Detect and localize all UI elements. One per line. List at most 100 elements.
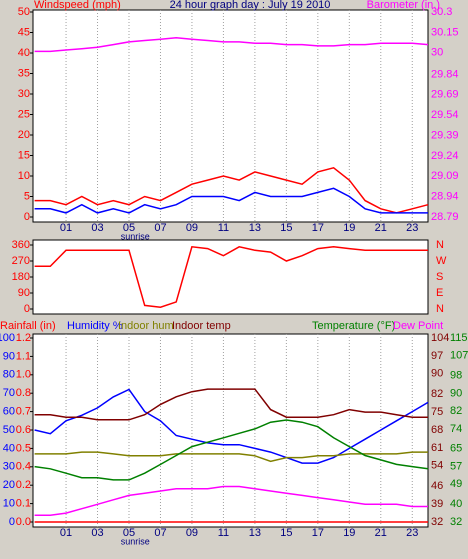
y-tick-label: 39: [431, 498, 443, 510]
y-tick-label: 29.39: [431, 129, 459, 141]
y-tick-label: 5: [24, 190, 30, 202]
x-tick-label: 19: [343, 222, 355, 234]
y-tick-label: 29.09: [431, 170, 459, 182]
y-tick-label: 90: [3, 350, 15, 362]
y-tick-label: 82: [450, 405, 462, 417]
axis-title: Barometer (in.): [367, 0, 440, 11]
y-tick-label: 115: [450, 332, 468, 344]
y-tick-label: 10: [18, 170, 30, 182]
y-tick-label: 29.69: [431, 89, 459, 101]
y-tick-label: 32: [450, 516, 462, 528]
y-tick-label: 60: [3, 406, 15, 418]
x-tick-label: 23: [406, 222, 418, 234]
y-tick-label: 20: [18, 129, 30, 141]
y-tick-label: 35: [18, 67, 30, 79]
y-tick-label: 90: [18, 287, 30, 299]
x-tick-label: 01: [60, 222, 72, 234]
y-tick-label: 54: [431, 460, 443, 472]
y-tick-label: 0.5: [16, 442, 31, 454]
y-tick-label: 1.2: [16, 332, 31, 344]
legend-label: Indoor hum: [118, 320, 174, 332]
data-line: [34, 388, 429, 464]
chart-title: 24 hour graph day : July 19 2010: [170, 0, 331, 11]
y-tick-label: 360: [12, 239, 30, 251]
x-tick-label: 07: [154, 222, 166, 234]
y-tick-label: 29.54: [431, 109, 459, 121]
x-tick-label: 21: [375, 222, 387, 234]
plot-area: [32, 333, 429, 528]
y-tick-label: 0.4: [16, 461, 31, 473]
legend-label: Dew Point: [393, 320, 443, 332]
data-line: [34, 388, 428, 421]
y-tick-label: 57: [450, 460, 462, 472]
y-tick-label: 0.1: [16, 498, 31, 510]
y-tick-label: 30: [3, 461, 15, 473]
y-tick-label: 0.2: [16, 479, 31, 491]
y-tick-label: W: [436, 255, 447, 267]
y-tick-label: 68: [431, 424, 443, 436]
y-tick-label: 28.79: [431, 211, 459, 223]
y-tick-label: 107: [450, 350, 468, 362]
y-tick-label: 75: [431, 406, 443, 418]
x-tick-label: 17: [312, 527, 324, 539]
y-tick-label: 45: [18, 26, 30, 38]
x-tick-label: 11: [218, 527, 229, 539]
y-tick-label: 0: [24, 303, 30, 315]
x-tick-label: 11: [218, 222, 229, 234]
y-tick-label: 29.84: [431, 68, 459, 80]
axis-title: Windspeed (mph): [34, 0, 121, 11]
x-tick-label: 01: [60, 527, 72, 539]
y-tick-label: 100: [0, 332, 15, 344]
y-tick-label: 0: [24, 211, 30, 223]
x-tick-label: 19: [343, 527, 355, 539]
y-tick-label: 61: [431, 442, 443, 454]
y-tick-label: 46: [431, 480, 443, 492]
legend-label: Rainfall (in): [0, 320, 56, 332]
y-tick-label: 15: [18, 149, 30, 161]
data-line: [34, 37, 429, 53]
x-tick-label: 15: [280, 222, 292, 234]
x-tick-label: 03: [91, 222, 103, 234]
x-tick-label: 09: [186, 222, 198, 234]
x-tick-label: 15: [280, 527, 292, 539]
data-line: [34, 187, 428, 214]
y-tick-label: 32: [431, 516, 443, 528]
y-tick-label: 0.8: [16, 387, 31, 399]
y-tick-label: 0.6: [16, 424, 31, 436]
y-tick-label: E: [436, 287, 443, 299]
x-tick-label: 23: [406, 527, 418, 539]
y-tick-label: 28.94: [431, 191, 459, 203]
y-tick-label: 29.24: [431, 150, 459, 162]
y-tick-label: 50: [3, 424, 15, 436]
x-tick-label: 09: [186, 527, 198, 539]
y-tick-label: 30.3: [431, 6, 452, 18]
x-tick-label: 17: [312, 222, 324, 234]
x-tick-label: 21: [375, 527, 387, 539]
legend-label: Humidity %: [67, 320, 123, 332]
y-tick-label: 180: [12, 271, 30, 283]
y-tick-label: 82: [431, 388, 443, 400]
y-tick-label: 40: [3, 442, 15, 454]
y-tick-label: 1.1: [16, 350, 31, 362]
y-tick-label: 70: [3, 387, 15, 399]
y-tick-label: 50: [18, 6, 30, 18]
x-tick-label: 05: [123, 527, 135, 539]
y-tick-label: 40: [18, 47, 30, 59]
x-tick-label: 13: [249, 222, 261, 234]
y-tick-label: 90: [431, 368, 443, 380]
data-line: [34, 485, 428, 517]
x-tick-label: 03: [91, 527, 103, 539]
y-tick-label: 30: [18, 88, 30, 100]
y-tick-label: 98: [450, 370, 462, 382]
y-tick-label: 20: [3, 479, 15, 491]
y-tick-label: 90: [450, 387, 462, 399]
legend-label: Indoor temp: [172, 320, 231, 332]
x-tick-label: 05: [123, 222, 135, 234]
y-tick-label: 270: [12, 255, 30, 267]
y-tick-label: N: [436, 239, 444, 251]
y-tick-label: 0: [9, 516, 15, 528]
sunrise-label: sunrise: [121, 536, 150, 546]
y-tick-label: 0.7: [16, 406, 31, 418]
